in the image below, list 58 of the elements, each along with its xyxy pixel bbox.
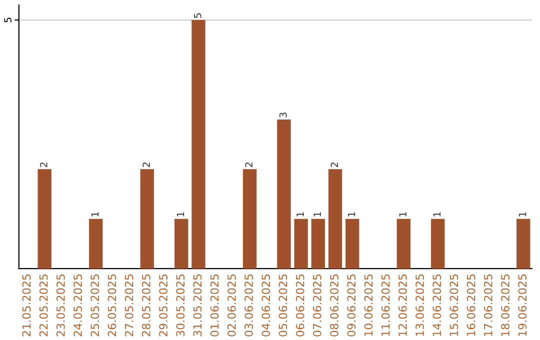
x-tick-label: 26.05.2025 <box>108 274 116 336</box>
bar <box>242 169 257 269</box>
data-label: 1 <box>91 212 99 216</box>
bar <box>140 169 154 269</box>
data-label: 1 <box>296 212 304 216</box>
bar <box>294 218 308 269</box>
x-tick-label: 31.05.2025 <box>193 274 202 336</box>
data-label: 2 <box>40 162 48 168</box>
x-tick-label: 21.05.2025 <box>22 274 31 336</box>
data-label: 5 <box>194 13 202 18</box>
data-label: 2 <box>330 162 338 168</box>
x-tick-label: 09.06.2025 <box>347 274 356 336</box>
data-label: 1 <box>399 212 406 216</box>
bar <box>89 218 103 269</box>
bar <box>277 119 291 269</box>
x-tick-label: 15.06.2025 <box>450 274 458 336</box>
data-label: 1 <box>518 212 526 216</box>
data-label: 1 <box>433 212 441 216</box>
x-tick-label: 10.06.2025 <box>364 274 373 336</box>
data-label: 2 <box>245 162 252 168</box>
x-tick-label: 19.06.2025 <box>518 274 527 336</box>
x-tick-label: 25.05.2025 <box>90 274 100 336</box>
bar <box>328 169 342 269</box>
x-tick-label: 03.06.2025 <box>244 274 253 336</box>
bar <box>346 218 360 269</box>
x-tick-label: 29.05.2025 <box>159 274 168 336</box>
x-tick-label: 27.05.2025 <box>124 274 134 336</box>
x-tick-label: 06.06.2025 <box>296 274 304 336</box>
bar <box>174 218 188 269</box>
x-tick-label: 05.06.2025 <box>278 274 288 336</box>
x-tick-label: 14.06.2025 <box>432 274 442 336</box>
x-tick-label: 23.05.2025 <box>56 274 65 336</box>
x-tick-label: 11.06.2025 <box>381 274 390 336</box>
x-tick-label: 17.06.2025 <box>484 274 492 336</box>
x-tick-label: 07.06.2025 <box>312 274 322 336</box>
data-label: 2 <box>142 162 150 168</box>
bar <box>38 169 52 269</box>
bar <box>192 20 206 269</box>
x-tick-label: 02.06.2025 <box>227 274 236 336</box>
x-tick-label: 13.06.2025 <box>416 274 424 336</box>
x-tick-label: 18.06.2025 <box>501 274 510 336</box>
x-tick-label: 04.06.2025 <box>262 274 270 336</box>
bar <box>311 218 325 269</box>
x-tick-label: 12.06.2025 <box>398 274 407 336</box>
x-tick-label: 24.05.2025 <box>74 274 82 336</box>
data-label: 3 <box>279 112 287 118</box>
bar <box>516 218 530 269</box>
x-tick-label: 28.05.2025 <box>142 274 150 336</box>
data-label: 1 <box>348 212 356 216</box>
bar <box>396 218 410 269</box>
data-label: 1 <box>176 212 184 216</box>
x-tick-label: 08.06.2025 <box>330 274 338 336</box>
x-tick-label: 22.05.2025 <box>39 274 48 336</box>
bar <box>431 218 445 269</box>
x-tick-label: 30.05.2025 <box>176 274 185 336</box>
x-tick-label: 01.06.2025 <box>210 274 219 336</box>
x-tick-label: 16.06.2025 <box>466 274 476 336</box>
data-label: 1 <box>314 212 321 216</box>
